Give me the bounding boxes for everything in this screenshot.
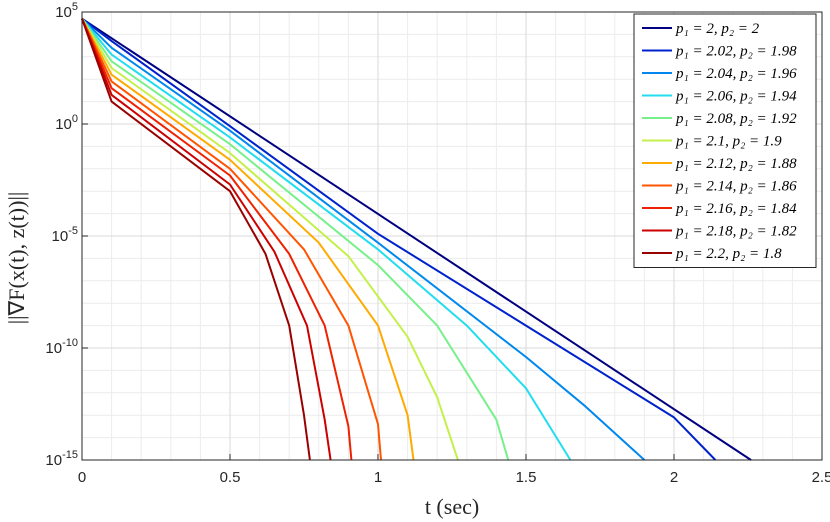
legend-label: p₁ = 2.14, p₂ = 1.86 (675, 179, 797, 195)
y-tick-label: 10-5 (52, 225, 78, 245)
legend-label: p₁ = 2, p₂ = 2 (675, 21, 760, 37)
tick-labels: 0 0.5 1 1.5 2 2.5 105 100 10-5 10-10 10-15 (45, 1, 830, 486)
legend-label: p₁ = 2.06, p₂ = 1.94 (675, 89, 797, 105)
y-tick-label: 10-15 (45, 449, 78, 469)
legend-label: p₁ = 2.16, p₂ = 1.84 (675, 201, 797, 217)
series-line-3 (81, 17, 646, 461)
y-tick-label: 10-10 (45, 337, 78, 357)
series-line-7 (81, 18, 415, 461)
series-line-8 (81, 18, 382, 461)
plot-lines (81, 17, 752, 461)
series-line-4 (81, 18, 572, 461)
x-tick-label: 0 (78, 469, 86, 486)
x-tick-label: 1.5 (516, 469, 537, 486)
x-tick-label: 1 (374, 469, 382, 486)
legend: p₁ = 2, p₂ = 2 p₁ = 2.02, p₂ = 1.98 p₁ = 2… (633, 13, 817, 268)
series-line-9 (81, 18, 353, 461)
x-tick-label: 0.5 (220, 469, 241, 486)
x-axis-label: t (sec) (425, 494, 479, 519)
legend-label: p₁ = 2.1, p₂ = 1.9 (675, 134, 782, 150)
legend-label: p₁ = 2.18, p₂ = 1.82 (675, 224, 797, 240)
legend-label: p₁ = 2.12, p₂ = 1.88 (675, 156, 797, 172)
x-tick-label: 2.5 (812, 469, 830, 486)
x-tick-label: 2 (670, 469, 678, 486)
series-line-5 (81, 18, 510, 461)
series-line-10 (81, 18, 332, 461)
legend-label: p₁ = 2.02, p₂ = 1.98 (675, 44, 797, 60)
y-tick-label: 105 (55, 1, 78, 21)
series-line-6 (81, 18, 459, 461)
y-axis-label: ||∇F(x(t), z(t))|| (4, 192, 29, 325)
legend-label: p₁ = 2.04, p₂ = 1.96 (675, 66, 797, 82)
series-line-11 (81, 18, 311, 461)
y-tick-label: 100 (55, 113, 78, 133)
axes (81, 11, 823, 461)
legend-label: p₁ = 2.2, p₂ = 1.8 (675, 246, 782, 262)
legend-label: p₁ = 2.08, p₂ = 1.92 (675, 111, 797, 127)
series-line-1 (81, 17, 752, 461)
series-line-2 (81, 17, 717, 461)
